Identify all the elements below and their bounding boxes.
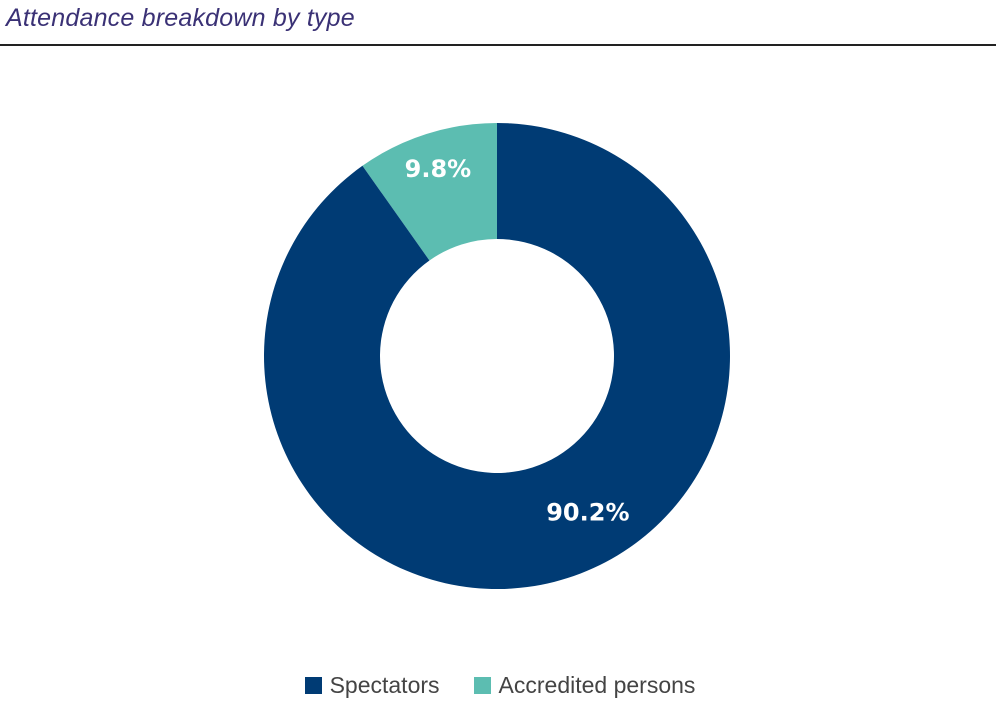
chart-title: Attendance breakdown by type [6,4,355,32]
donut-slice-spectators [263,123,730,589]
chart-legend: Spectators Accredited persons [0,672,1000,699]
slice-label-spectators: 90.2% [546,498,629,526]
legend-swatch-accredited-persons [473,677,491,694]
legend-label-spectators: Spectators [329,672,440,698]
slice-label-accredited-persons: 9.8% [405,155,472,183]
legend-swatch-spectators [304,677,322,694]
title-divider [0,44,996,46]
donut-slice-accredited-persons [362,123,497,261]
legend-item-accredited-persons: Accredited persons [473,672,696,699]
legend-item-spectators: Spectators [304,672,440,699]
legend-label-accredited-persons: Accredited persons [498,672,696,698]
